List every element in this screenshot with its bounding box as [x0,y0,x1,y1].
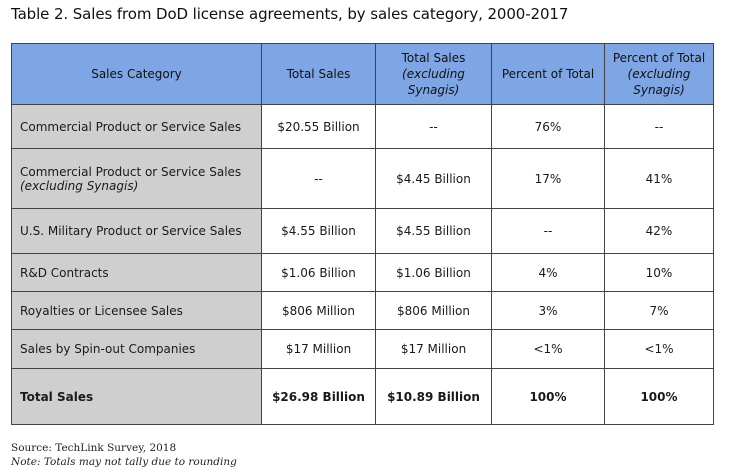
row-category-sub: (excluding Synagis) [20,178,139,193]
total-category: Total Sales [11,368,262,425]
header-total-sales-excl: Total Sales (excluding Synagis) [375,43,492,105]
row-total: $1.06 Billion [261,253,376,292]
row-pct: 17% [491,148,605,209]
header-percent-of-total-excl-label: Percent of Total [612,51,706,65]
table-row: Royalties or Licensee Sales $806 Million… [11,291,714,330]
row-total-excl: $1.06 Billion [375,253,492,292]
row-pct-excl: <1% [604,329,714,369]
row-total-excl: $4.45 Billion [375,148,492,209]
header-row: Sales Category Total Sales Total Sales (… [11,43,714,105]
table-title: Table 2. Sales from DoD license agreemen… [11,5,569,23]
header-percent-of-total: Percent of Total [491,43,605,105]
row-category: Royalties or Licensee Sales [11,291,262,330]
row-category: Commercial Product or Service Sales (exc… [11,148,262,209]
table-row: Commercial Product or Service Sales $20.… [11,104,714,149]
table-row: Commercial Product or Service Sales (exc… [11,148,714,209]
row-total: $20.55 Billion [261,104,376,149]
row-pct: 3% [491,291,605,330]
row-category: Commercial Product or Service Sales [11,104,262,149]
sales-table: Sales Category Total Sales Total Sales (… [11,43,714,425]
source-text: Source: TechLink Survey, 2018 [11,442,177,454]
row-pct: <1% [491,329,605,369]
row-total: -- [261,148,376,209]
row-pct: -- [491,208,605,254]
row-total: $806 Million [261,291,376,330]
total-pct-excl: 100% [604,368,714,425]
row-pct-excl: 7% [604,291,714,330]
row-total: $4.55 Billion [261,208,376,254]
row-total-excl: $4.55 Billion [375,208,492,254]
row-category: U.S. Military Product or Service Sales [11,208,262,254]
total-total-excl: $10.89 Billion [375,368,492,425]
row-pct: 4% [491,253,605,292]
row-pct-excl: 41% [604,148,714,209]
header-sales-category: Sales Category [11,43,262,105]
row-pct: 76% [491,104,605,149]
header-total-sales: Total Sales [261,43,376,105]
row-pct-excl: -- [604,104,714,149]
row-category: R&D Contracts [11,253,262,292]
header-percent-of-total-excl: Percent of Total (excluding Synagis) [604,43,714,105]
note-text: Note: Totals may not tally due to roundi… [11,456,237,468]
table-row: R&D Contracts $1.06 Billion $1.06 Billio… [11,253,714,292]
row-total-excl: $17 Million [375,329,492,369]
header-percent-of-total-excl-sub: (excluding Synagis) [627,67,691,97]
row-category-label: Commercial Product or Service Sales [20,164,242,179]
row-category: Sales by Spin-out Companies [11,329,262,369]
row-pct-excl: 42% [604,208,714,254]
total-total: $26.98 Billion [261,368,376,425]
row-total-excl: -- [375,104,492,149]
header-total-sales-excl-sub: (excluding Synagis) [402,67,465,97]
table-row: U.S. Military Product or Service Sales $… [11,208,714,254]
row-total-excl: $806 Million [375,291,492,330]
table-row: Sales by Spin-out Companies $17 Million … [11,329,714,369]
row-pct-excl: 10% [604,253,714,292]
header-total-sales-excl-label: Total Sales [401,51,466,65]
total-pct: 100% [491,368,605,425]
row-total: $17 Million [261,329,376,369]
total-row: Total Sales $26.98 Billion $10.89 Billio… [11,368,714,425]
